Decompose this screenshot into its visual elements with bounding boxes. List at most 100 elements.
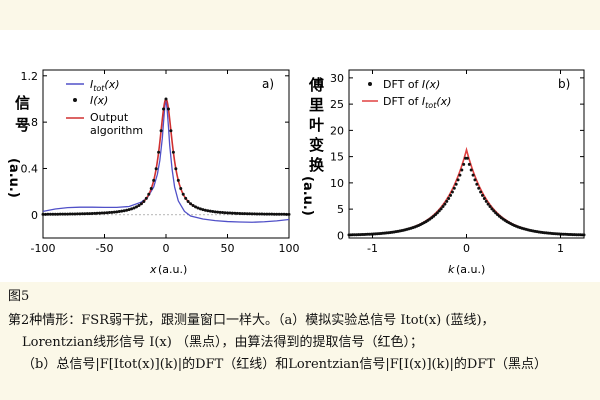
series-ix-dot	[275, 212, 279, 216]
series-ix-dot	[186, 199, 190, 203]
series-ix-dot	[127, 208, 131, 212]
panel-b-ylabel-char: 叶	[309, 116, 324, 134]
panel-b-ytick-label: 5	[337, 203, 344, 216]
series-ix-dot	[56, 212, 60, 216]
series-ix-dot	[159, 129, 163, 133]
series-ix-dot	[171, 150, 175, 154]
legend-text: Output	[90, 111, 129, 124]
series-ix-dot	[73, 212, 77, 216]
series-ix-dot	[66, 212, 70, 216]
series-ix-dot	[169, 129, 173, 133]
series-ix-dot	[181, 192, 185, 196]
series-ix-dot	[257, 212, 261, 216]
series-ix-dot	[201, 208, 205, 212]
series-ix-dot	[194, 205, 198, 209]
panel-a-ytick-label: 0	[31, 209, 38, 222]
series-dft-ix-dot	[454, 182, 458, 186]
panel-a-legend: Itot(x) I(x) Output algorithm	[66, 78, 143, 137]
series-ix-dot	[142, 199, 146, 203]
series-ix-dot	[162, 107, 166, 111]
series-ix-dot	[208, 209, 212, 213]
series-ix-dot	[250, 212, 254, 216]
series-ix-dot	[240, 212, 244, 216]
series-ix-dot	[134, 205, 138, 209]
series-ix-dot	[235, 211, 239, 215]
series-dft-ix-dot	[449, 193, 453, 197]
panel-b-ylabel-char: 里	[309, 96, 324, 114]
panel-a-xtick-label: -100	[31, 242, 56, 255]
series-ix-dot	[105, 211, 109, 215]
panel-b-xlabel-unit: (a.u.)	[456, 263, 485, 276]
series-dft-ix-dot	[486, 202, 490, 206]
series-ix-dot	[164, 97, 168, 101]
series-ix-dot	[203, 208, 207, 212]
legend-text: DFT of I(x)	[383, 78, 440, 91]
series-dft-ix-dot	[458, 173, 462, 177]
caption-line: Lorentzian线形信号 I(x) （黑点），由算法得到的提取信号（红色）；	[22, 335, 423, 350]
panel-b-ytick-label: 0	[337, 229, 344, 242]
panel-b-ylabel-char: 换	[309, 156, 325, 174]
series-ix-dot	[154, 167, 158, 171]
series-ix-dot	[117, 210, 121, 214]
caption-line: （b）总信号|F[Itot(x)](k)|的DFT（红线）和Lorentzian…	[22, 357, 548, 372]
series-dft-ix-dot	[471, 173, 475, 177]
series-ix-dot	[255, 212, 259, 216]
series-ix-dot	[213, 210, 217, 214]
series-ix-dot	[78, 212, 82, 216]
panel-b-xtick-label: 1	[557, 242, 564, 255]
panel-b-ytick-label: 10	[330, 177, 344, 190]
series-ix-dot	[68, 212, 72, 216]
series-ix-dot	[152, 178, 156, 182]
panel-b-xlabel-var: k	[448, 263, 455, 276]
series-ix-dot	[48, 212, 52, 216]
panel-b-xtick-label: 0	[463, 242, 470, 255]
panel-a-xtick-label: 0	[163, 242, 170, 255]
series-ix-dot	[120, 209, 124, 213]
series-ix-dot	[253, 212, 257, 216]
series-ix-dot	[147, 192, 151, 196]
panel-b-ytick-label: 25	[330, 98, 344, 111]
series-ix-dot	[75, 212, 79, 216]
series-ix-dot	[85, 212, 89, 216]
series-ix-dot	[103, 211, 106, 215]
series-ix-dot	[53, 212, 57, 216]
panel-b-ylabel-char: 傅	[308, 76, 324, 94]
series-ix-dot	[238, 211, 242, 215]
series-ix-dot	[132, 206, 136, 210]
series-ix-dot	[270, 212, 274, 216]
series-ix-dot	[198, 207, 202, 211]
series-ix-dot	[63, 212, 67, 216]
series-ix-dot	[112, 210, 116, 214]
panel-b-ytick-label: 30	[330, 72, 344, 85]
series-ix-dot	[277, 212, 281, 216]
caption-figure-label: 图5	[8, 289, 30, 304]
series-ix-dot	[189, 202, 193, 206]
series-dft-ix-dot	[445, 199, 449, 203]
series-ix-dot	[61, 212, 65, 216]
series-dft-ix-dot	[484, 199, 488, 203]
series-ix-dot	[98, 211, 102, 215]
series-ix-dot	[100, 211, 104, 215]
series-dft-ix-dot	[452, 186, 456, 190]
series-ix-dot	[149, 187, 153, 191]
series-ix-dot	[130, 207, 134, 211]
series-dft-ix-dot	[467, 162, 471, 166]
series-ix-dot	[206, 209, 210, 213]
series-dft-ix-dot	[441, 205, 445, 209]
figure: -100 -50 0 50 100 0 0.4 0.8 1.2 a) 信 号 (a.u.) x …	[0, 30, 600, 282]
series-ix-dot	[90, 211, 94, 215]
series-ix-dot	[176, 178, 180, 182]
panel-a-ytick-label: 0.4	[21, 162, 39, 175]
series-ix-dot	[248, 212, 252, 216]
series-ix-dot	[223, 211, 227, 215]
series-ix-dot	[265, 212, 269, 216]
panel-b-label: b)	[558, 77, 570, 91]
series-ix-dot	[228, 211, 232, 215]
series-dft-ix-dot	[439, 207, 443, 211]
series-ix-dot	[184, 196, 188, 200]
series-ix-dot	[166, 107, 170, 111]
panel-a-xtick-label: 50	[221, 242, 235, 255]
series-dft-ix-dot	[433, 213, 437, 217]
series-ix-dot	[196, 206, 200, 210]
